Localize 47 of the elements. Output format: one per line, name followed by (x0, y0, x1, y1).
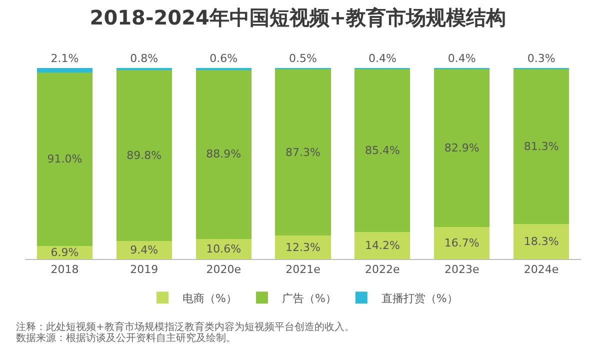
bar (116, 241, 172, 259)
data-label: 14.2% (364, 238, 400, 252)
x-tick-label: 2022e (365, 263, 400, 276)
data-label: 89.8% (126, 148, 162, 162)
bar (275, 236, 331, 259)
legend-label: 直播打赏（%） (381, 292, 458, 305)
data-label: 6.9% (50, 246, 79, 259)
bar (275, 69, 331, 236)
bar (434, 227, 490, 259)
data-label: 9.4% (130, 244, 158, 257)
x-tick-label: 2024e (524, 263, 559, 276)
data-label: 12.3% (286, 240, 320, 254)
data-label: 10.6% (206, 242, 242, 256)
data-label: 2.1% (50, 52, 79, 66)
bar (513, 224, 570, 259)
data-label: 88.9% (206, 147, 242, 160)
data-label: 87.3% (286, 146, 320, 159)
data-label: 0.3% (527, 52, 556, 65)
bar (116, 70, 172, 242)
x-tick-label: 2018 (50, 263, 79, 276)
bar (36, 68, 93, 72)
data-label: 0.4% (368, 52, 396, 65)
bar (354, 232, 410, 259)
data-label: 18.3% (524, 235, 559, 248)
data-label: 81.3% (524, 140, 559, 154)
legend-label: 广告（%） (282, 292, 336, 305)
data-label: 0.5% (289, 52, 317, 65)
data-label: 0.4% (448, 52, 476, 65)
data-label: 91.0% (47, 152, 82, 166)
x-tick-label: 2023e (444, 263, 480, 276)
x-tick-label: 2021e (286, 263, 321, 276)
bar (434, 69, 490, 228)
data-label: 82.9% (444, 142, 480, 155)
text: 注释：此处短视频+教育市场规模指泛教育类内容为短视频平台创造的收入。 (16, 321, 354, 333)
chart-title: 2018-2024年中国短视频+教育市场规模结构 (90, 6, 506, 30)
bar (36, 72, 93, 246)
bar (513, 69, 570, 224)
data-label: 0.8% (130, 52, 158, 65)
bar (196, 69, 252, 239)
x-tick-label: 2019 (130, 263, 158, 276)
legend-label: 电商（%） (182, 292, 237, 305)
data-label: 0.6% (210, 52, 238, 65)
source-note: 数据来源：根据访谈及公开资料自主研究及绘制。 (16, 332, 236, 344)
bar (354, 69, 410, 232)
x-tick-label: 2020e (206, 263, 242, 276)
data-label: 85.4% (364, 144, 400, 157)
data-label: 16.7% (444, 236, 480, 250)
